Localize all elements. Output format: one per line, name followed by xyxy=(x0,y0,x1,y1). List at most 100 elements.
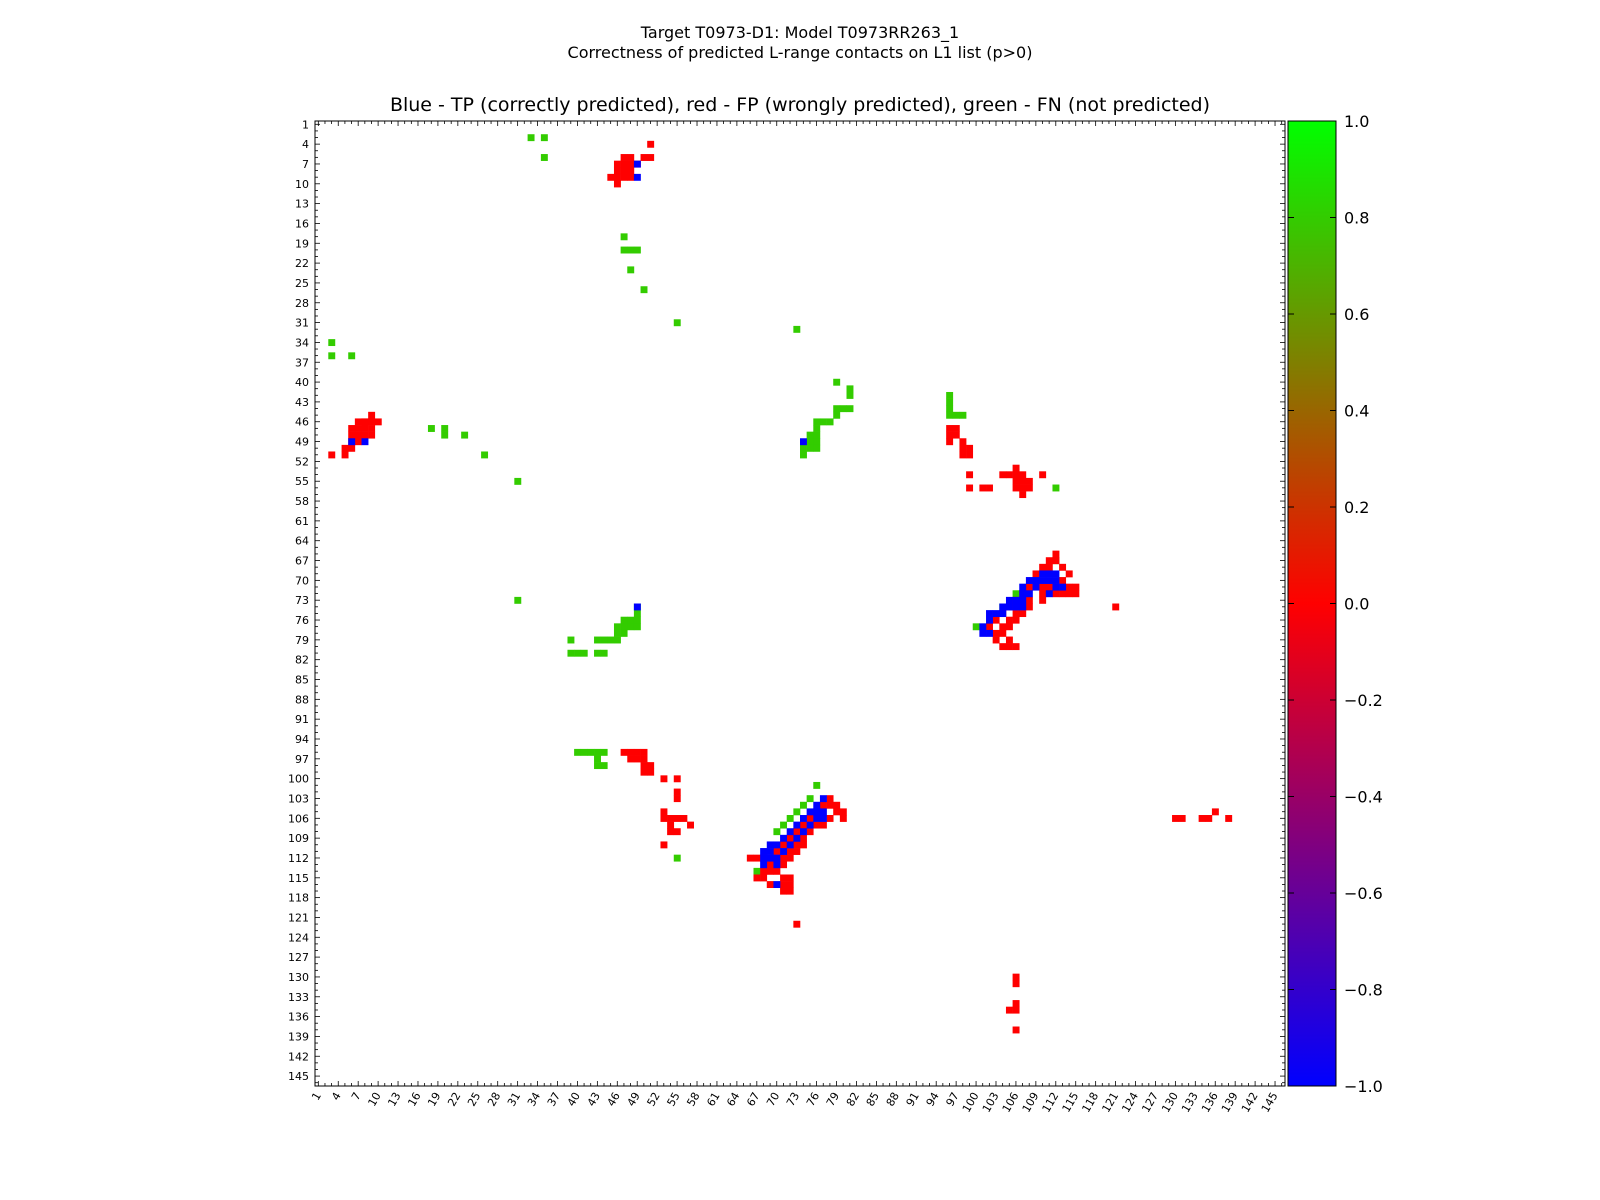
y-tick-label: 61 xyxy=(295,515,309,528)
contact-cell-fn-55-112 xyxy=(673,854,681,862)
contact-cell-tp-70-113 xyxy=(773,861,781,869)
x-tick-label: 64 xyxy=(724,1090,742,1109)
x-tick-label: 40 xyxy=(565,1090,583,1109)
contact-cell-fp-115-71 xyxy=(1072,583,1080,591)
contact-cell-fp-49-96 xyxy=(633,748,641,756)
contact-cell-fp-136-105 xyxy=(1211,808,1219,816)
contact-cell-tp-74-49 xyxy=(800,438,807,446)
contact-cell-fp-6-48 xyxy=(348,431,356,439)
contact-cell-fp-55-103 xyxy=(673,795,681,803)
contact-cell-fn-80-44 xyxy=(839,405,847,413)
contact-cell-fp-70-114 xyxy=(773,867,781,875)
contact-cell-fn-3-34 xyxy=(328,339,336,347)
y-tick-label: 136 xyxy=(288,1011,309,1024)
contact-cell-fn-45-79 xyxy=(607,636,615,644)
contact-cell-fp-105-135 xyxy=(1005,1006,1013,1014)
contact-cell-fp-112-66 xyxy=(1052,550,1060,558)
contact-cell-fp-106-130 xyxy=(1012,973,1020,981)
contact-cell-fn-79-44 xyxy=(833,405,841,413)
contact-cell-fp-53-105 xyxy=(660,808,668,816)
contact-cell-fp-51-99 xyxy=(647,768,655,776)
contact-cell-fn-75-48 xyxy=(806,431,814,439)
contact-cell-fp-54-107 xyxy=(667,821,675,829)
contact-cell-fp-104-78 xyxy=(999,629,1007,637)
contact-cell-fp-114-72 xyxy=(1065,590,1073,598)
contact-cell-fn-77-46 xyxy=(819,418,827,426)
contact-cell-fp-71-110 xyxy=(780,841,788,849)
y-tick-label: 121 xyxy=(288,911,309,924)
colorbar-tick-label: −0.8 xyxy=(1344,981,1383,1000)
contact-cell-fp-106-80 xyxy=(1012,643,1020,651)
x-tick-label: 85 xyxy=(864,1090,882,1109)
contact-cell-fn-75-50 xyxy=(806,444,814,452)
contact-cell-fp-48-8 xyxy=(627,167,635,175)
contact-cell-fn-47-78 xyxy=(620,629,628,637)
contact-cell-fp-70-111 xyxy=(773,848,781,855)
plot-area xyxy=(315,121,1285,1086)
y-tick-label: 55 xyxy=(295,475,309,488)
contact-cell-tp-112-71 xyxy=(1052,583,1060,591)
contact-cell-fn-43-81 xyxy=(594,649,601,657)
x-tick-label: 49 xyxy=(625,1090,643,1109)
colorbar-tick-label: 0.2 xyxy=(1344,498,1369,517)
x-tick-label: 34 xyxy=(525,1090,543,1109)
contact-cell-fp-75-106 xyxy=(806,815,814,822)
contact-cell-fp-110-68 xyxy=(1039,563,1047,571)
contact-cell-fp-54-108 xyxy=(667,828,675,836)
colorbar-tick-label: −0.2 xyxy=(1344,691,1383,710)
contact-cell-fp-106-135 xyxy=(1012,1006,1020,1014)
contact-cell-fp-99-50 xyxy=(966,444,974,452)
contact-cell-fp-106-75 xyxy=(1012,610,1020,618)
x-tick-label: 61 xyxy=(704,1090,722,1109)
colorbar xyxy=(1287,120,1337,1087)
y-tick-label: 25 xyxy=(295,277,309,290)
contact-cell-fp-104-80 xyxy=(999,643,1007,651)
colorbar-ticks: 1.0 0.8 0.6 0.4 0.2 0.0 −0.2 −0.4 −0.6 −0.8 −1.0 xyxy=(1288,112,1383,1096)
contact-cell-tp-77-105 xyxy=(819,808,827,816)
contact-cell-fp-72-117 xyxy=(786,887,794,895)
x-tick-label: 79 xyxy=(824,1090,842,1109)
contact-cell-fp-110-72 xyxy=(1039,590,1047,598)
y-tick-label: 34 xyxy=(295,336,309,349)
contact-cell-fp-77-104 xyxy=(819,801,827,809)
y-tick-label: 103 xyxy=(288,792,309,805)
contact-cell-tp-72-110 xyxy=(786,841,794,849)
contact-cell-fn-31-73 xyxy=(514,596,522,604)
colorbar-tick-label: −0.6 xyxy=(1344,884,1383,903)
y-tick-label: 79 xyxy=(295,634,309,647)
contact-cell-fp-107-57 xyxy=(1019,491,1027,499)
y-tick-label: 70 xyxy=(295,574,309,587)
contact-cell-fn-43-79 xyxy=(594,636,601,644)
contact-cell-fp-107-55 xyxy=(1019,477,1027,485)
contact-cell-fp-47-9 xyxy=(620,173,628,181)
colorbar-tick-label: 0.0 xyxy=(1344,595,1369,614)
contact-cell-tp-69-111 xyxy=(766,848,774,855)
contact-cell-fn-33-3 xyxy=(527,134,535,142)
contact-cell-tp-77-106 xyxy=(819,815,827,822)
contact-cell-fn-100-77 xyxy=(972,623,980,631)
contact-cell-fp-72-116 xyxy=(786,881,794,889)
contact-cell-fp-110-71 xyxy=(1039,583,1047,591)
contact-cell-fp-46-10 xyxy=(613,180,621,188)
contact-cell-fp-108-55 xyxy=(1025,477,1033,485)
contact-cell-fp-79-104 xyxy=(833,801,841,809)
contact-cell-fp-110-54 xyxy=(1039,471,1047,479)
figure-suptitle-line1: Target T0973-D1: Model T0973RR263_1 xyxy=(640,23,960,42)
contact-cell-fp-130-106 xyxy=(1172,815,1179,822)
contact-cell-fp-51-6 xyxy=(647,154,655,161)
y-tick-label: 4 xyxy=(302,138,309,151)
contact-cell-fp-69-113 xyxy=(766,861,774,869)
x-tick-label: 91 xyxy=(904,1090,922,1109)
contact-cell-fn-26-51 xyxy=(481,451,489,459)
contact-cell-fp-113-68 xyxy=(1059,563,1067,571)
contact-cell-fp-69-114 xyxy=(766,867,774,875)
contact-cell-fn-76-101 xyxy=(813,781,821,789)
contact-cell-fp-50-98 xyxy=(640,762,648,770)
contact-cell-tp-108-70 xyxy=(1025,577,1033,584)
contact-cell-fp-67-115 xyxy=(753,874,761,882)
contact-cell-tp-110-69 xyxy=(1039,570,1047,578)
contact-cell-fp-103-76 xyxy=(992,616,1000,624)
contact-cell-fp-8-46 xyxy=(361,418,369,426)
contact-cell-fn-74-50 xyxy=(800,444,807,452)
contact-cell-fp-106-55 xyxy=(1012,477,1020,485)
